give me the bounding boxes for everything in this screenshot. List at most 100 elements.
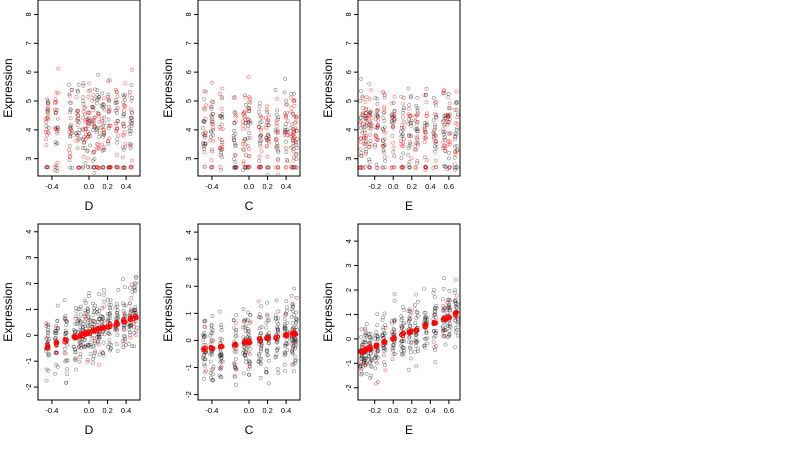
data-point (77, 136, 82, 141)
data-point (423, 164, 428, 169)
data-point (423, 168, 428, 173)
data-point (401, 128, 406, 133)
data-point (247, 333, 252, 338)
data-point (217, 92, 222, 96)
x-tick-label: 0.2 (102, 182, 112, 191)
data-point (414, 310, 419, 314)
data-point (367, 125, 372, 130)
data-point (391, 125, 396, 130)
data-point (88, 317, 93, 322)
data-point (75, 88, 80, 93)
data-point (455, 327, 460, 332)
data-point (233, 366, 238, 371)
data-point (127, 124, 132, 129)
data-point (407, 316, 412, 320)
data-point (127, 323, 132, 328)
data-point (407, 117, 411, 122)
data-point (233, 165, 238, 170)
data-point (292, 339, 297, 344)
data-point (121, 345, 126, 350)
data-point (129, 158, 134, 163)
data-point (447, 288, 452, 293)
data-point (453, 134, 458, 139)
fitted-point (263, 335, 269, 341)
data-point (423, 93, 428, 97)
data-point (257, 315, 262, 320)
data-point (293, 337, 298, 342)
data-point (452, 107, 457, 112)
data-point (447, 321, 452, 326)
data-point (414, 292, 419, 297)
data-point (72, 344, 76, 349)
data-point (116, 133, 121, 138)
data-point (358, 126, 363, 130)
data-point (45, 340, 50, 345)
data-point (362, 128, 367, 133)
data-point (233, 131, 238, 136)
data-point (282, 132, 287, 137)
data-point (219, 150, 224, 155)
data-point (392, 94, 397, 99)
data-point (259, 315, 264, 320)
data-point (247, 131, 252, 135)
data-point (243, 356, 248, 361)
data-point (101, 316, 105, 321)
data-point (209, 104, 214, 109)
data-point (101, 287, 106, 292)
data-point (134, 311, 138, 316)
data-point (392, 351, 397, 356)
data-point (91, 343, 96, 348)
data-point (85, 119, 90, 124)
data-point (219, 142, 224, 147)
data-point (455, 320, 460, 325)
data-point (242, 319, 247, 324)
data-point (209, 121, 214, 126)
data-point (259, 344, 264, 348)
data-point (374, 361, 379, 366)
data-point (220, 144, 225, 149)
data-point (92, 350, 97, 355)
data-point (113, 121, 118, 126)
data-point (454, 305, 459, 310)
fitted-point (108, 324, 113, 329)
data-point (74, 322, 79, 327)
data-point (408, 95, 413, 100)
data-point (259, 149, 264, 154)
data-point (209, 164, 214, 169)
data-point (284, 115, 289, 120)
data-point (101, 165, 106, 170)
data-point (359, 354, 364, 359)
data-point (447, 323, 452, 328)
data-point (241, 318, 246, 323)
data-point (422, 130, 427, 135)
data-point (455, 112, 460, 117)
data-point (453, 144, 458, 149)
data-point (291, 165, 296, 170)
data-point (208, 352, 213, 357)
data-point (46, 331, 51, 336)
data-point (234, 327, 239, 332)
data-point (100, 314, 105, 319)
data-point (275, 367, 280, 372)
data-point (432, 295, 437, 299)
data-point (86, 344, 91, 349)
data-point (247, 361, 252, 366)
data-point (248, 312, 253, 317)
data-point (285, 110, 290, 115)
data-point (90, 119, 94, 124)
data-point (391, 345, 396, 350)
data-point (422, 135, 427, 140)
data-point (122, 124, 126, 129)
data-point (442, 306, 447, 311)
fitted-point (133, 313, 139, 319)
data-point (231, 318, 236, 323)
data-point (64, 380, 69, 385)
data-point (76, 114, 81, 119)
data-point (102, 332, 107, 337)
data-point (291, 165, 296, 170)
data-point (375, 337, 380, 341)
data-point (367, 355, 371, 359)
data-point (381, 143, 386, 148)
data-point (442, 305, 447, 310)
x-tick-label: -0.4 (205, 406, 218, 415)
